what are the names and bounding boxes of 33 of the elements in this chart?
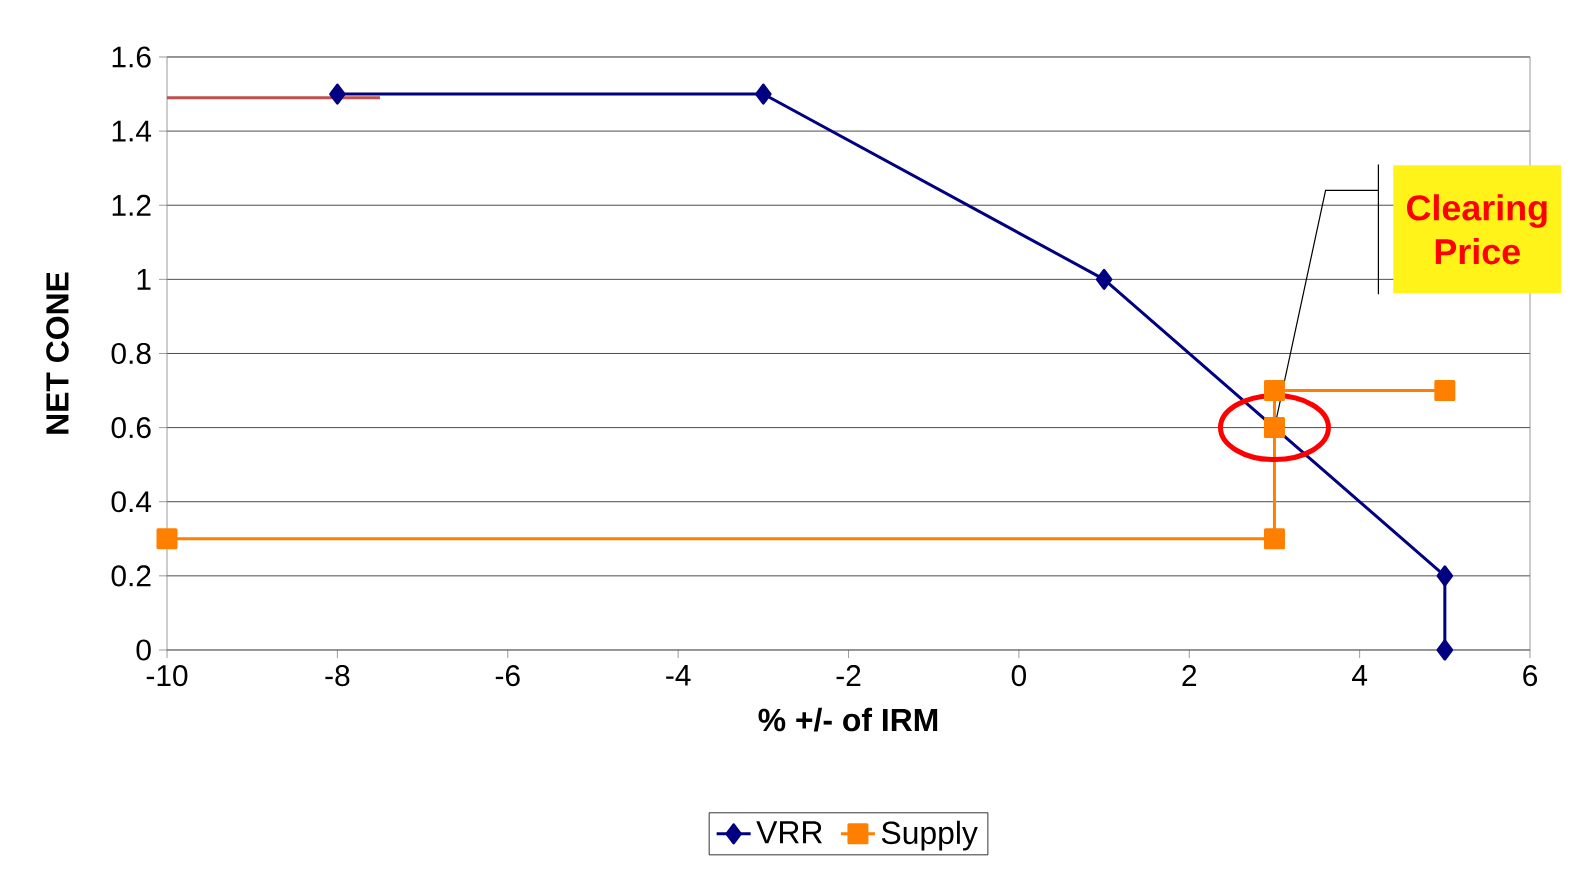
point xyxy=(329,83,346,105)
y-tick-label: 0.2 xyxy=(111,565,151,587)
point xyxy=(1263,380,1285,402)
x-tick-label: -10 xyxy=(146,665,188,687)
annotation: Clearing Price xyxy=(1407,194,1547,265)
x-tick-label: 4 xyxy=(1352,665,1368,686)
point xyxy=(755,83,772,105)
x-tick-label: 0 xyxy=(1011,665,1027,687)
x-axis-title: % +/- of IRM xyxy=(758,707,938,732)
x-tick-label: -4 xyxy=(666,665,691,686)
y-tick-label: 0.4 xyxy=(111,491,152,513)
y-tick-label: 1 xyxy=(137,269,151,290)
y-tick-label: 0.8 xyxy=(111,342,151,365)
point xyxy=(1263,417,1285,439)
point xyxy=(1436,565,1454,587)
x-tick-label: 2 xyxy=(1182,665,1197,686)
y-axis-title: NET CONE xyxy=(46,272,69,434)
x-tick-label: 6 xyxy=(1523,665,1538,687)
y-tick-label: 1.6 xyxy=(112,46,151,68)
point xyxy=(1095,268,1113,290)
x-tick-label: -2 xyxy=(836,665,861,686)
y-tick-label: 0.6 xyxy=(111,417,151,439)
point xyxy=(1434,380,1456,402)
point xyxy=(156,528,178,550)
y-tick-label: 1.2 xyxy=(112,194,151,216)
legend-label: VRR xyxy=(756,821,822,844)
point xyxy=(1263,528,1285,550)
x-tick-label: -8 xyxy=(325,665,350,687)
x-tick-label: -6 xyxy=(495,665,520,687)
legend-label: Supply xyxy=(881,820,978,851)
y-tick-label: 1.4 xyxy=(112,120,152,142)
y-tick-label: 0 xyxy=(136,639,151,661)
point xyxy=(1436,639,1454,661)
